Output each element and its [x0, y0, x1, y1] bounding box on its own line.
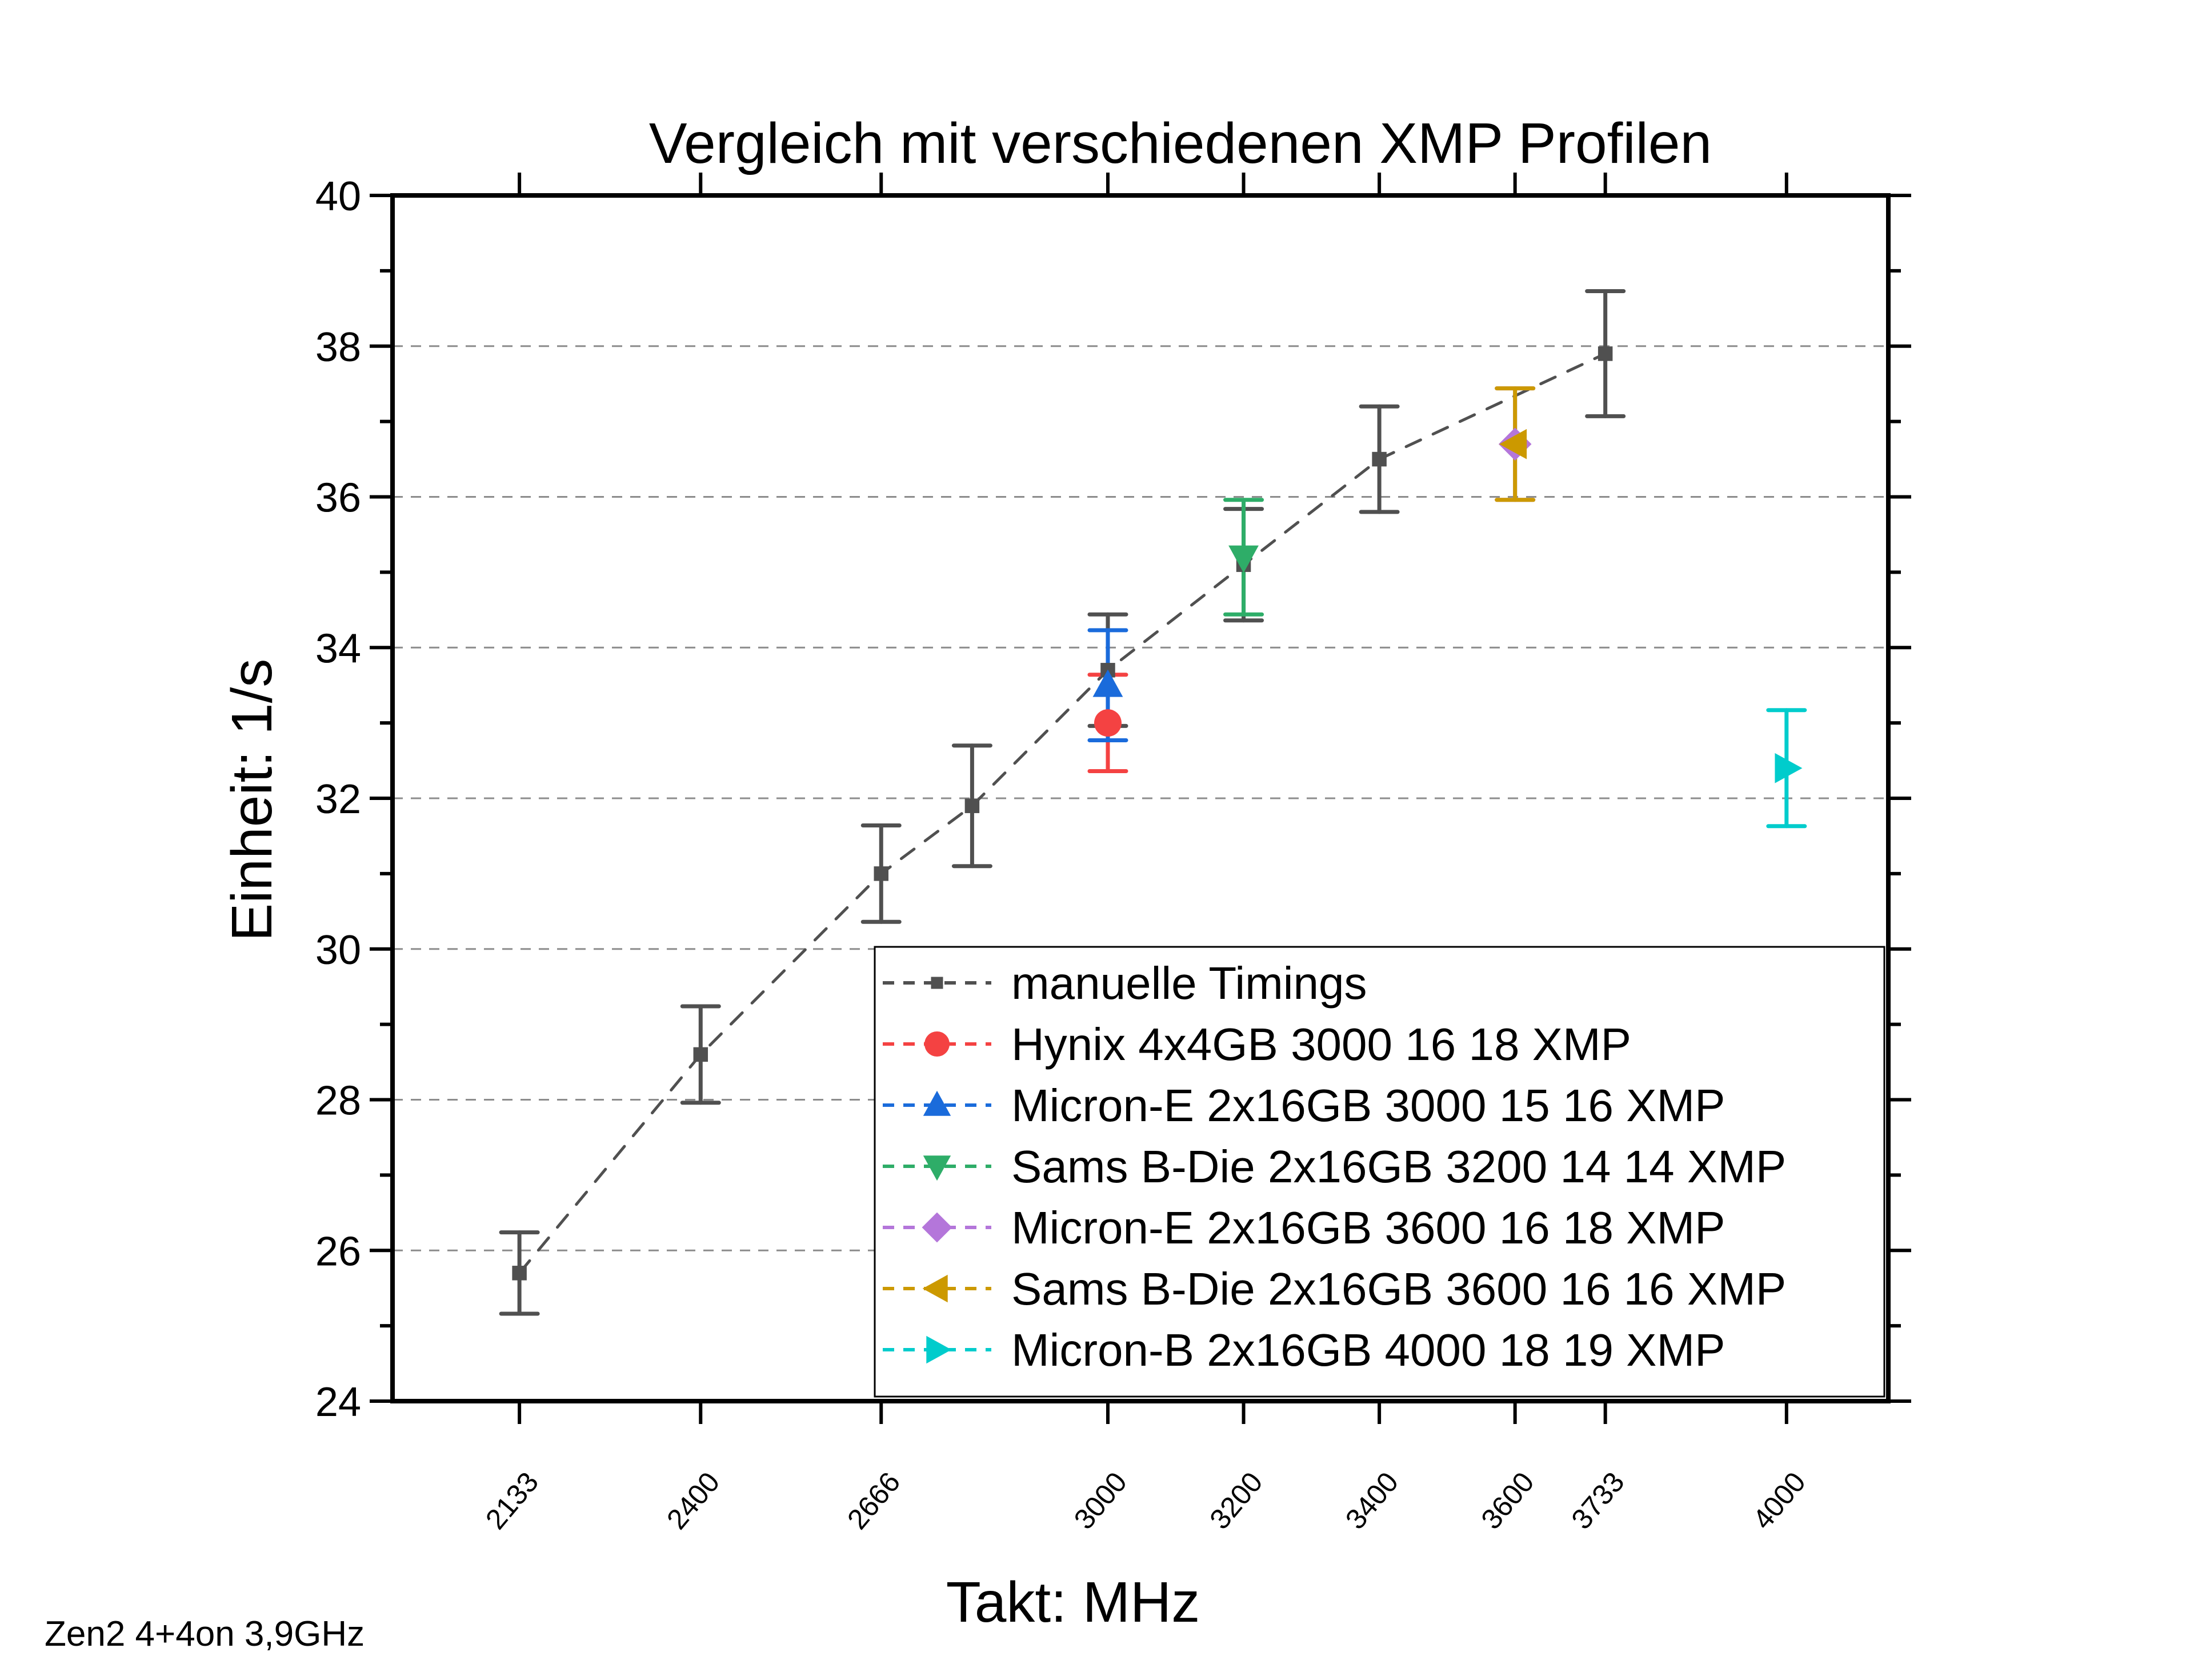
legend-item: Micron-B 2x16GB 4000 18 19 XMP: [883, 1325, 1725, 1375]
footnote: Zen2 4+4on 3,9GHz: [45, 1614, 365, 1654]
errorbar-layer: [499, 289, 1807, 1316]
data-point-0-7: [1598, 346, 1613, 361]
legend-marker: [926, 1335, 952, 1364]
legend: manuelle Timings Hynix 4x4GB 3000 16 18 X…: [874, 946, 1885, 1398]
y-tick-labels: 24 26 28 30 32 34 36 38 40: [315, 174, 361, 1425]
data-point-3-0: [1228, 545, 1259, 573]
legend-marker: [923, 1090, 951, 1116]
legend-item: Micron-E 2x16GB 3000 15 16 XMP: [883, 1080, 1725, 1131]
x-axis-label: Takt: MHz: [946, 1570, 1200, 1634]
legend-label: Sams B-Die 2x16GB 3200 14 14 XMP: [1011, 1141, 1786, 1192]
legend-label: Micron-E 2x16GB 3000 15 16 XMP: [1011, 1080, 1725, 1131]
y-tick-label: 40: [315, 174, 361, 219]
marker-layer: [512, 346, 1803, 1281]
legend-marker: [922, 1212, 952, 1243]
legend-item: Hynix 4x4GB 3000 16 18 XMP: [883, 1019, 1631, 1070]
data-point-0-0: [512, 1266, 527, 1281]
connector-layer: [518, 352, 1607, 1275]
legend-label: Sams B-Die 2x16GB 3600 16 16 XMP: [1011, 1263, 1786, 1314]
legend-marker: [922, 1274, 948, 1303]
y-tick-label: 32: [315, 777, 361, 822]
y-tick-label: 36: [315, 475, 361, 521]
tick-layer: [370, 173, 1911, 1424]
data-point-0-2: [874, 866, 888, 881]
legend-label: manuelle Timings: [1011, 958, 1367, 1009]
legend-item: Micron-E 2x16GB 3600 16 18 XMP: [883, 1202, 1725, 1253]
data-point-2-0: [1092, 669, 1123, 697]
legend-marker: [924, 1031, 950, 1057]
data-point-6-0: [1775, 753, 1803, 783]
legend-item: Sams B-Die 2x16GB 3200 14 14 XMP: [883, 1141, 1786, 1192]
legend-marker: [923, 1155, 951, 1181]
data-point-5-0: [1499, 429, 1527, 459]
legend-item: Sams B-Die 2x16GB 3600 16 16 XMP: [883, 1263, 1786, 1314]
legend-box: [874, 946, 1885, 1398]
legend-item: manuelle Timings: [883, 958, 1367, 1009]
y-tick-label: 26: [315, 1229, 361, 1274]
y-tick-label: 24: [315, 1379, 361, 1425]
legend-marker: [931, 977, 943, 989]
legend-items: manuelle Timings Hynix 4x4GB 3000 16 18 X…: [883, 958, 1786, 1375]
legend-label: Micron-B 2x16GB 4000 18 19 XMP: [1011, 1325, 1725, 1375]
y-axis-label: Einheit: 1/s: [220, 659, 284, 942]
legend-label: Micron-E 2x16GB 3600 16 18 XMP: [1011, 1202, 1725, 1253]
y-tick-label: 30: [315, 927, 361, 973]
y-tick-label: 34: [315, 626, 361, 671]
y-tick-label: 28: [315, 1078, 361, 1124]
legend-label: Hynix 4x4GB 3000 16 18 XMP: [1011, 1019, 1631, 1070]
chart-title: Vergleich mit verschiedenen XMP Profilen: [649, 111, 1712, 175]
series-line-0: [518, 352, 1607, 1275]
data-point-0-1: [693, 1047, 708, 1062]
data-point-0-3: [964, 798, 980, 813]
data-point-0-6: [1372, 451, 1387, 467]
y-tick-label: 38: [315, 325, 361, 370]
data-point-1-0: [1094, 709, 1122, 737]
